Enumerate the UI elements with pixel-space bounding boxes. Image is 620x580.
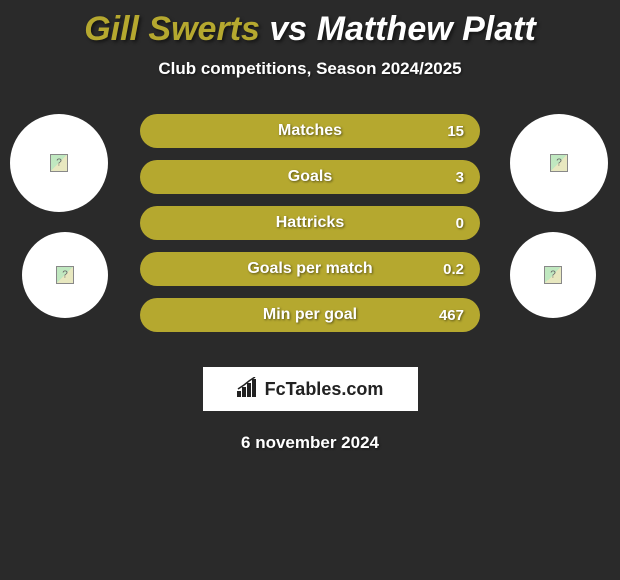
comparison-area: Matches 15 Goals 3 Hattricks 0 <box>0 114 620 359</box>
player1-club-avatar <box>22 232 108 318</box>
stat-label: Goals <box>288 168 332 186</box>
stat-row-min-per-goal: Min per goal 467 <box>140 298 480 332</box>
stat-row-hattricks: Hattricks 0 <box>140 206 480 240</box>
logo-text: FcTables.com <box>265 379 384 400</box>
player2-avatar <box>510 114 608 212</box>
stat-right-value: 3 <box>456 169 464 186</box>
stat-label: Hattricks <box>276 214 344 232</box>
logo-chart-icon <box>237 377 261 402</box>
date-text: 6 november 2024 <box>0 433 620 453</box>
broken-image-icon <box>56 266 74 284</box>
stat-right-value: 15 <box>447 123 464 140</box>
left-avatars <box>10 114 108 338</box>
stat-row-matches: Matches 15 <box>140 114 480 148</box>
stat-right-value: 0 <box>456 215 464 232</box>
player2-name: Matthew Platt <box>317 10 536 48</box>
logo-box: FcTables.com <box>203 367 418 411</box>
stat-content: Min per goal 467 <box>140 298 480 332</box>
stat-content: Goals per match 0.2 <box>140 252 480 286</box>
comparison-card: Gill Swerts vs Matthew Platt Club compet… <box>0 0 620 463</box>
stat-content: Matches 15 <box>140 114 480 148</box>
right-avatars <box>510 114 610 338</box>
stat-label: Matches <box>278 122 342 140</box>
logo: FcTables.com <box>237 377 384 402</box>
stat-row-goals-per-match: Goals per match 0.2 <box>140 252 480 286</box>
stat-right-value: 0.2 <box>443 261 464 278</box>
stat-right-value: 467 <box>439 307 464 324</box>
player2-club-avatar <box>510 232 596 318</box>
stat-content: Goals 3 <box>140 160 480 194</box>
broken-image-icon <box>544 266 562 284</box>
broken-image-icon <box>50 154 68 172</box>
vs-text: vs <box>269 10 307 48</box>
stat-row-goals: Goals 3 <box>140 160 480 194</box>
page-title: Gill Swerts vs Matthew Platt <box>0 10 620 49</box>
stats-list: Matches 15 Goals 3 Hattricks 0 <box>140 114 480 344</box>
stat-label: Goals per match <box>247 260 372 278</box>
subtitle: Club competitions, Season 2024/2025 <box>0 59 620 79</box>
player1-name: Gill Swerts <box>84 10 260 48</box>
broken-image-icon <box>550 154 568 172</box>
stat-label: Min per goal <box>263 306 357 324</box>
stat-content: Hattricks 0 <box>140 206 480 240</box>
player1-avatar <box>10 114 108 212</box>
